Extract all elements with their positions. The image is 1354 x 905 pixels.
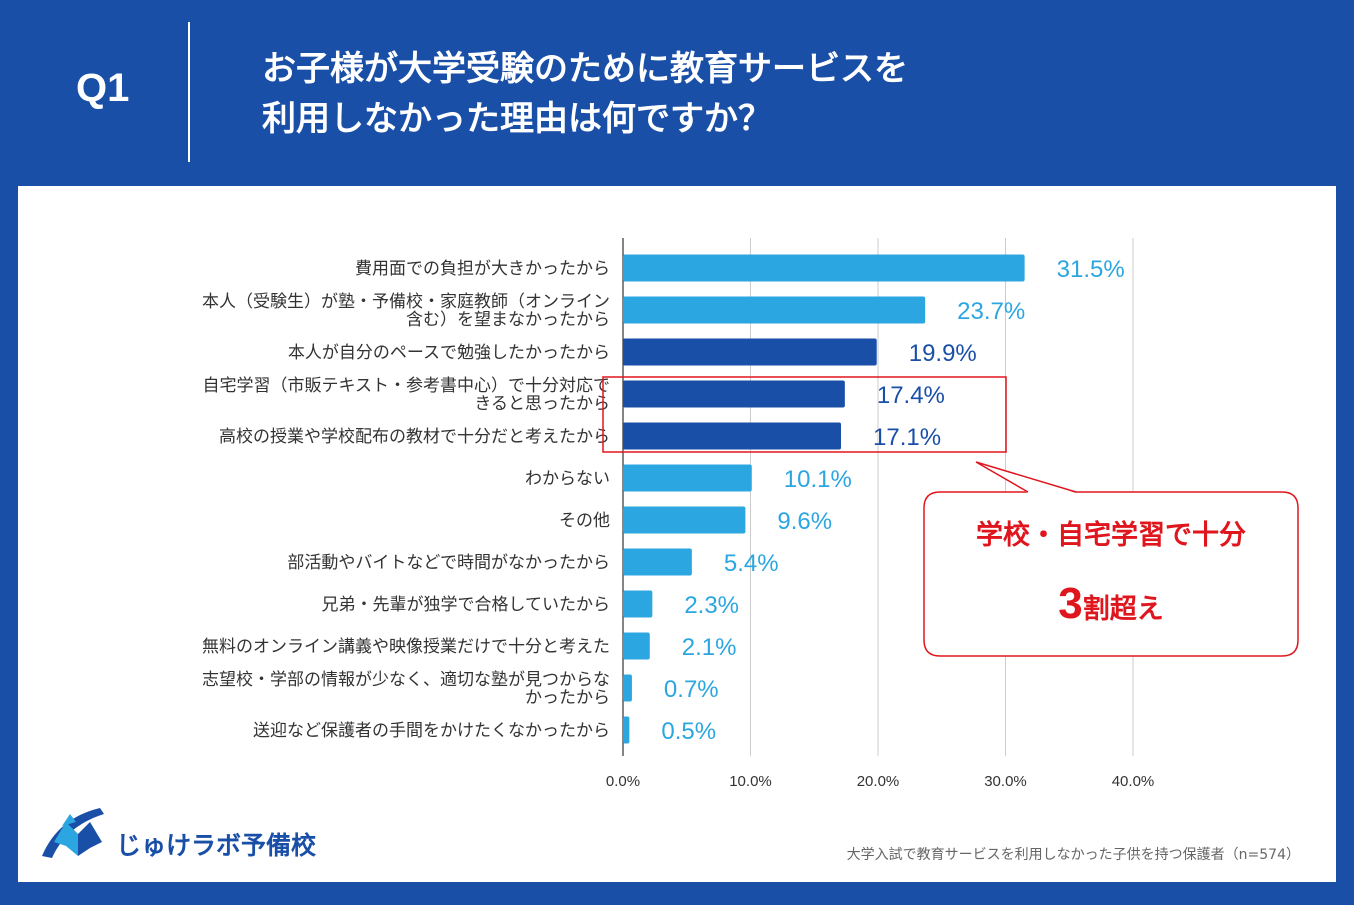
category-label-line: かったから bbox=[525, 688, 610, 708]
question-title-line2: 利用しなかった理由は何ですか？ bbox=[262, 99, 772, 139]
category-label-line: 志望校・学部の情報が少なく、適切な塾が見つからな bbox=[202, 669, 610, 690]
category-label: 自宅学習（市販テキスト・参考書中心）で十分対応できると思ったから bbox=[203, 376, 611, 414]
category-label: 費用面での負担が大きかったから bbox=[355, 259, 610, 279]
callout-pointer bbox=[975, 461, 1077, 493]
category-label-line: 含む）を望まなかったから bbox=[406, 310, 610, 330]
x-tick-label: 30.0% bbox=[984, 773, 1027, 790]
footnote: 大学入試で教育サービスを利用しなかった子供を持つ保護者（n=574） bbox=[847, 847, 1300, 863]
x-tick-label: 10.0% bbox=[729, 773, 772, 790]
bar bbox=[623, 254, 1025, 282]
data-label: 0.5% bbox=[661, 718, 716, 745]
category-label: 本人（受験生）が塾・予備校・家庭教師（オンライン含む）を望まなかったから bbox=[202, 291, 610, 330]
data-label: 23.7% bbox=[957, 298, 1025, 325]
x-axis-ticks: 0.0% 10.0% 20.0% 30.0% 40.0% bbox=[606, 773, 1154, 790]
category-label: 無料のオンライン講義や映像授業だけで十分と考えた bbox=[202, 637, 610, 657]
bar bbox=[623, 548, 692, 576]
bar bbox=[623, 464, 752, 492]
bar bbox=[623, 674, 632, 702]
category-label-line: 自宅学習（市販テキスト・参考書中心）で十分対応で bbox=[203, 376, 611, 396]
callout-bubble bbox=[923, 491, 1299, 657]
bar bbox=[623, 716, 630, 744]
bar bbox=[623, 590, 653, 618]
value-labels: 31.5% 23.7% 19.9% 17.4% 17.1% 10.1% 9.6% 5.4% 2.… bbox=[661, 256, 1124, 745]
category-label: その他 bbox=[559, 511, 610, 531]
category-label: 高校の授業や学校配布の教材で十分だと考えたから bbox=[219, 427, 610, 447]
category-label: 送迎など保護者の手間をかけたくなかったから bbox=[253, 721, 610, 741]
bar bbox=[623, 422, 842, 450]
callout-big-number: 3 bbox=[1058, 579, 1082, 628]
question-title: お子様が大学受験のために教育サービスを 利用しなかった理由は何ですか？ bbox=[262, 44, 908, 144]
header-divider bbox=[188, 22, 190, 162]
x-tick-label: 40.0% bbox=[1112, 773, 1155, 790]
highlight-box bbox=[602, 376, 1007, 453]
category-label: 本人が自分のペースで勉強したかったから bbox=[288, 343, 610, 363]
x-tick-label: 0.0% bbox=[606, 773, 640, 790]
data-label: 0.7% bbox=[664, 676, 719, 703]
bar bbox=[623, 296, 926, 324]
callout-suffix: 割超え bbox=[1083, 593, 1164, 625]
logo: じゅけラボ予備校 bbox=[42, 808, 317, 860]
question-title-line1: お子様が大学受験のために教育サービスを bbox=[262, 49, 908, 89]
bar bbox=[623, 506, 746, 534]
x-tick-label: 20.0% bbox=[857, 773, 900, 790]
data-label: 10.1% bbox=[784, 466, 852, 493]
bar bbox=[623, 338, 877, 366]
logo-text: じゅけラボ予備校 bbox=[116, 831, 317, 860]
data-label: 5.4% bbox=[724, 550, 779, 577]
header: Q1 お子様が大学受験のために教育サービスを 利用しなかった理由は何ですか？ bbox=[0, 0, 1354, 186]
question-number: Q1 bbox=[76, 66, 130, 110]
category-label: 部活動やバイトなどで時間がなかったから bbox=[287, 553, 610, 573]
data-label: 2.1% bbox=[682, 634, 737, 661]
chart-panel: 費用面での負担が大きかったから本人（受験生）が塾・予備校・家庭教師（オンライン含… bbox=[18, 186, 1336, 882]
category-label: 兄弟・先輩が独学で合格していたから bbox=[322, 595, 611, 615]
data-label: 9.6% bbox=[777, 508, 832, 535]
bars bbox=[623, 254, 1025, 744]
bar bbox=[623, 632, 650, 660]
category-label: 志望校・学部の情報が少なく、適切な塾が見つからなかったから bbox=[202, 669, 610, 708]
book-icon bbox=[42, 808, 104, 858]
category-label-line: 本人（受験生）が塾・予備校・家庭教師（オンライン bbox=[202, 291, 610, 312]
category-label: わからない bbox=[525, 469, 610, 489]
bar bbox=[623, 380, 845, 408]
bar-chart: 費用面での負担が大きかったから本人（受験生）が塾・予備校・家庭教師（オンライン含… bbox=[42, 238, 1300, 863]
data-label: 31.5% bbox=[1057, 256, 1125, 283]
data-label: 2.3% bbox=[684, 592, 739, 619]
category-label-line: きると思ったから bbox=[474, 394, 610, 414]
callout-line2: 3割超え bbox=[1058, 579, 1163, 628]
data-label: 17.1% bbox=[873, 424, 941, 451]
category-labels: 費用面での負担が大きかったから本人（受験生）が塾・予備校・家庭教師（オンライン含… bbox=[202, 259, 610, 741]
data-label: 17.4% bbox=[877, 382, 945, 409]
data-label: 19.9% bbox=[909, 340, 977, 367]
callout-line1: 学校・自宅学習で十分 bbox=[976, 519, 1246, 551]
